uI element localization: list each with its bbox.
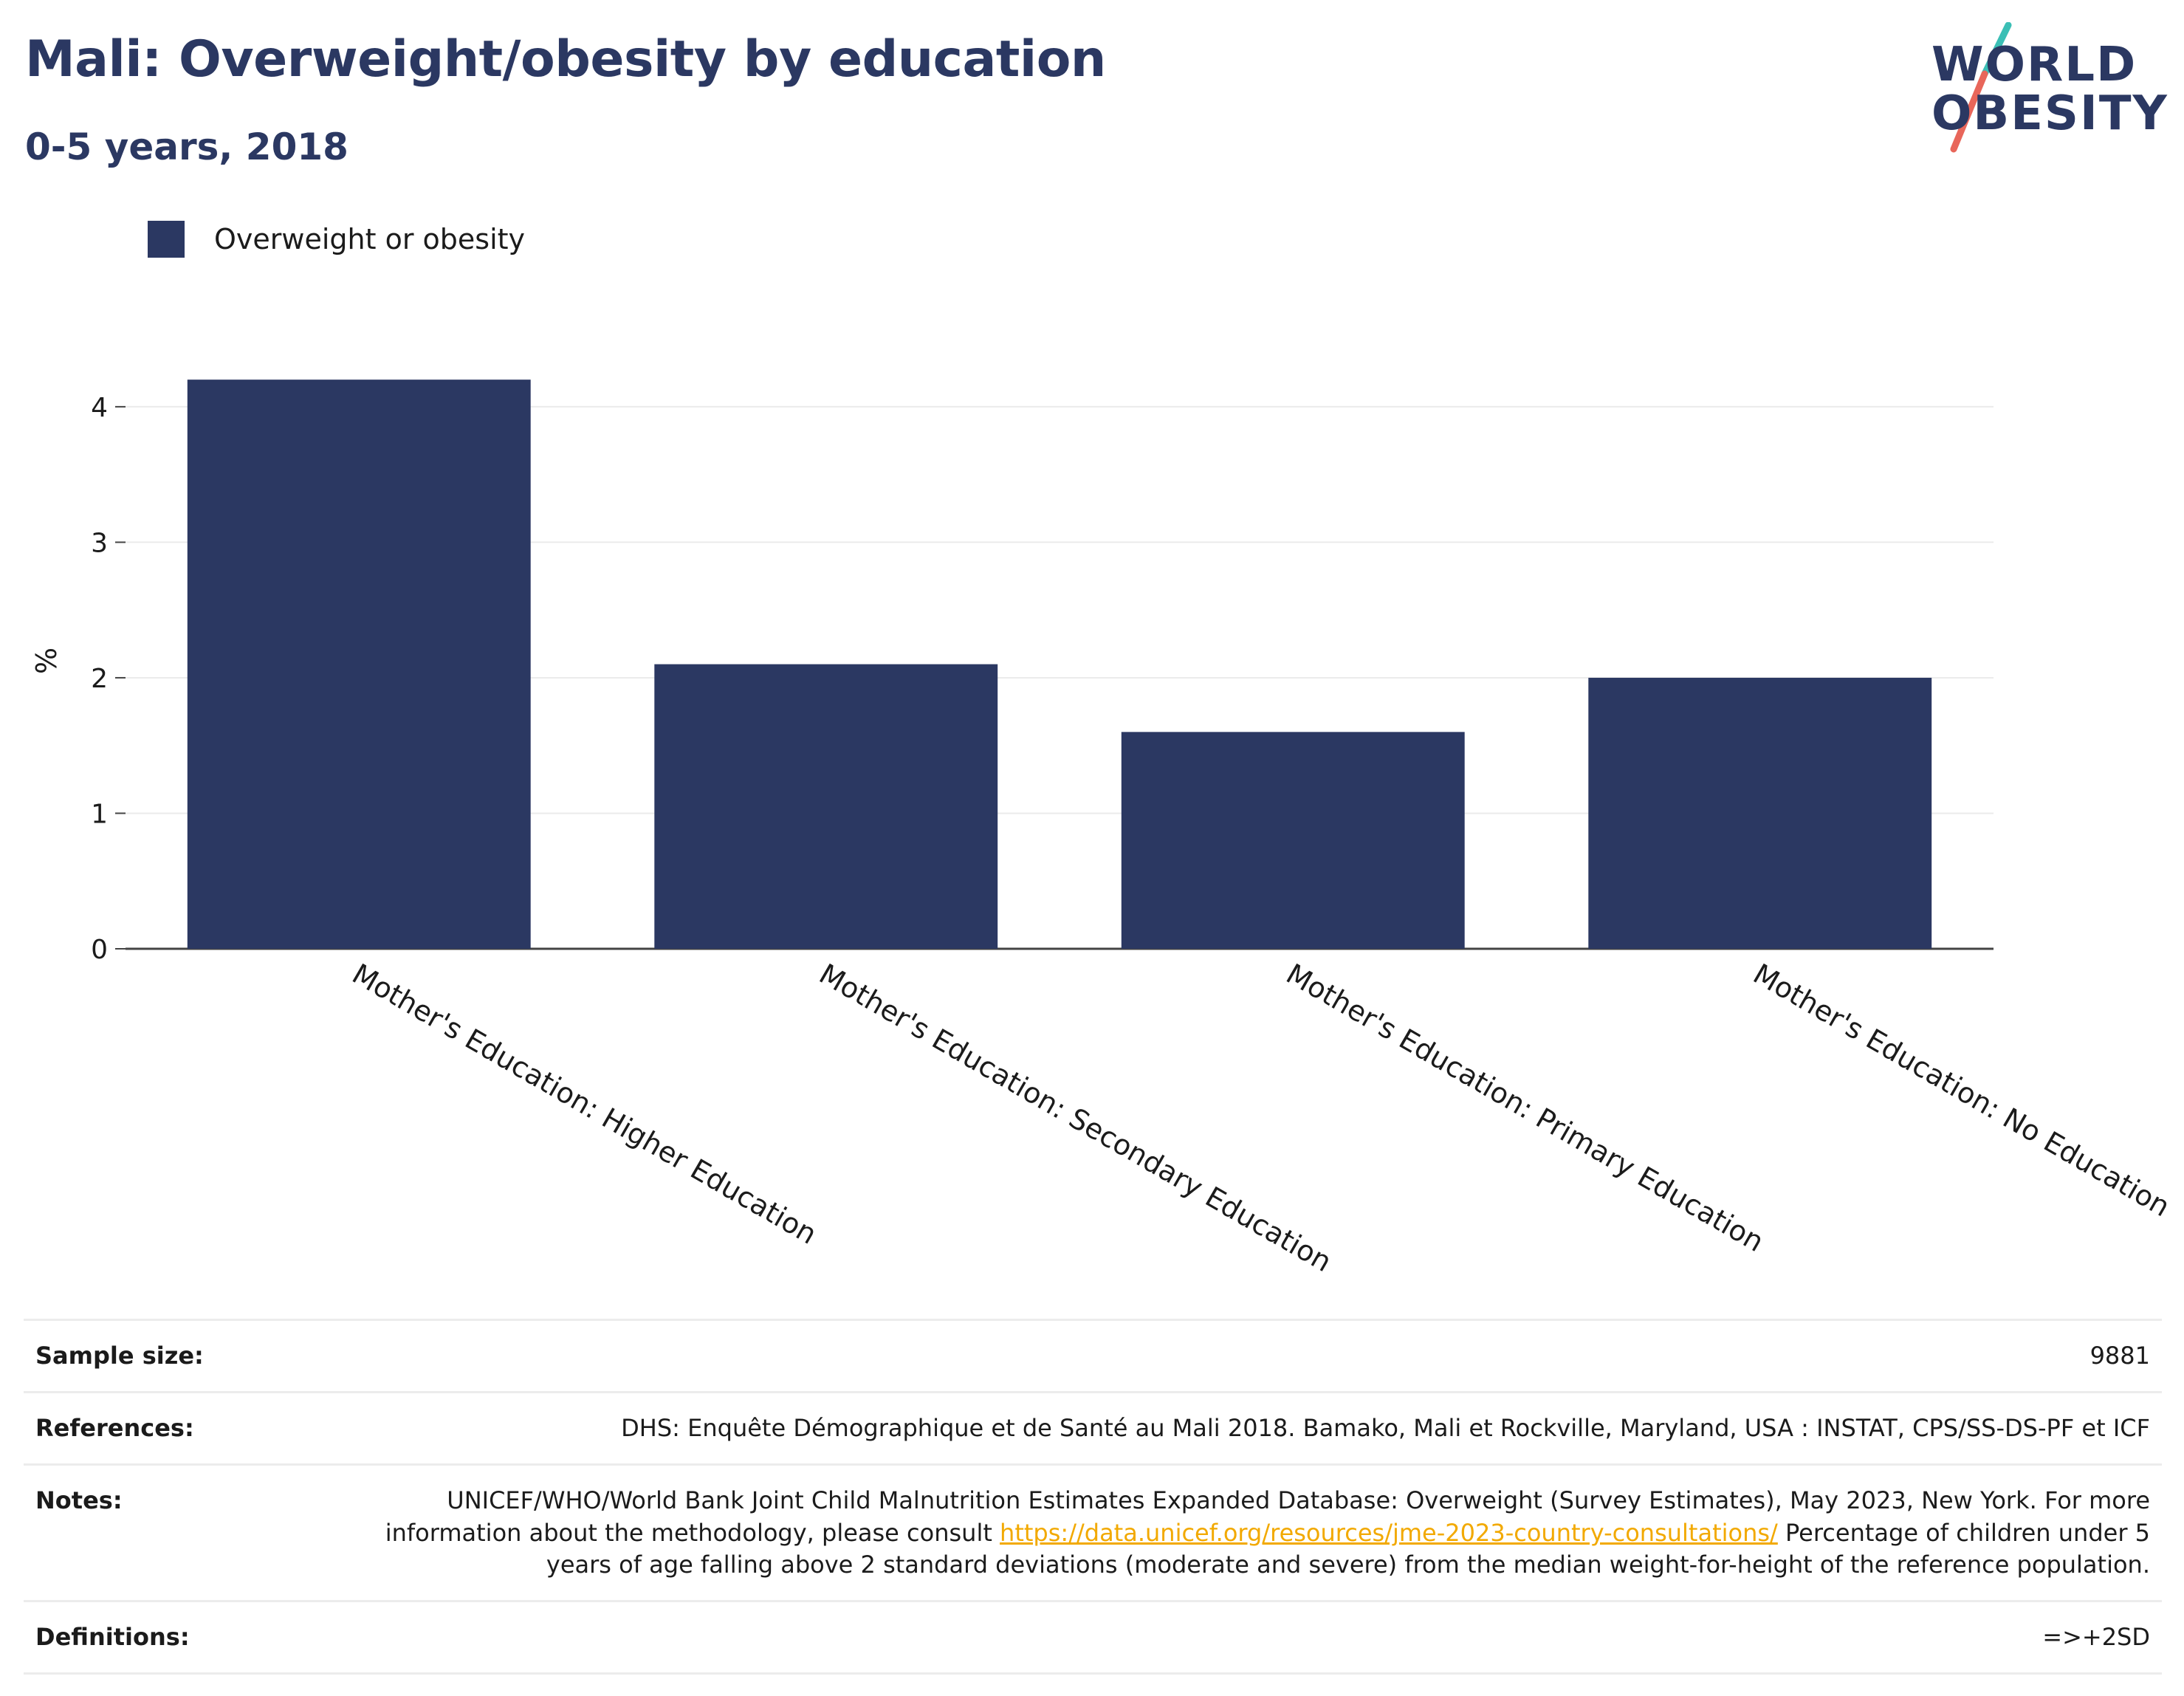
info-value: 9881	[343, 1318, 2162, 1393]
y-tick-label: 1	[91, 799, 108, 829]
logo-text-obesity: OBESITY	[1931, 86, 2168, 141]
y-axis-ticks: 0 1 2 3 4	[91, 393, 126, 965]
info-row-notes: Notes: UNICEF/WHO/World Bank Joint Child…	[24, 1463, 2162, 1601]
world-obesity-logo: WORLD OBESITY	[1920, 22, 2171, 155]
legend-swatch	[148, 221, 185, 258]
info-value: UNICEF/WHO/World Bank Joint Child Malnut…	[343, 1463, 2162, 1601]
info-row-sample-size: Sample size: 9881	[24, 1318, 2162, 1393]
notes-text-continued: Percentage of children under 5 years of …	[546, 1518, 2150, 1579]
y-tick-label: 0	[91, 935, 108, 965]
info-label: References:	[24, 1391, 343, 1465]
info-row-references: References: DHS: Enquête Démographique e…	[24, 1391, 2162, 1465]
y-tick-label: 2	[91, 664, 108, 694]
info-label: Notes:	[24, 1463, 343, 1601]
info-table: Sample size: 9881 References: DHS: Enquê…	[24, 1318, 2162, 1675]
chart-legend: Overweight or obesity	[148, 219, 525, 260]
info-value: =>+2SD	[343, 1599, 2162, 1675]
logo-slash-icon	[1950, 22, 2012, 153]
y-axis-title: %	[30, 648, 63, 674]
x-axis-labels: Mother's Education: Higher EducationMoth…	[347, 958, 2176, 1279]
notes-link[interactable]: https://data.unicef.org/resources/jme-20…	[1000, 1518, 1778, 1547]
info-label: Sample size:	[24, 1318, 343, 1393]
bar	[1121, 732, 1465, 949]
bar	[187, 380, 531, 949]
bar	[1588, 677, 1932, 949]
info-row-definitions: Definitions: =>+2SD	[24, 1599, 2162, 1675]
x-tick-label: Mother's Education: Primary Education	[1281, 958, 1770, 1258]
logo-text-world: WORLD	[1931, 38, 2137, 92]
x-tick-label: Mother's Education: Secondary Education	[814, 958, 1337, 1279]
notes-text: UNICEF/WHO/World Bank Joint Child Malnut…	[385, 1486, 2150, 1547]
legend-label: Overweight or obesity	[214, 223, 526, 255]
bar	[654, 664, 998, 949]
info-value: DHS: Enquête Démographique et de Santé a…	[343, 1391, 2162, 1465]
x-tick-label: Mother's Education: Higher Education	[347, 958, 823, 1251]
chart-title: Mali: Overweight/obesity by education	[25, 30, 1106, 89]
bar-chart: 0 1 2 3 4 Mother's Education: Higher Educati…	[30, 380, 2176, 1279]
bars	[187, 380, 1932, 949]
y-tick-label: 4	[91, 393, 108, 423]
info-label: Definitions:	[24, 1599, 343, 1675]
x-tick-label: Mother's Education: No Education	[1748, 958, 2175, 1223]
chart-subtitle: 0-5 years, 2018	[25, 126, 348, 168]
y-tick-label: 3	[91, 528, 108, 558]
